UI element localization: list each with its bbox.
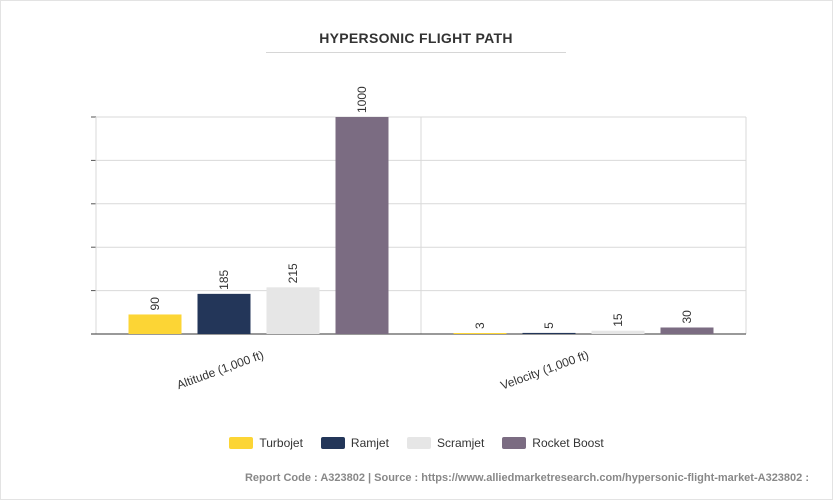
bar: [197, 293, 251, 334]
legend-swatch: [320, 437, 345, 449]
legend-item[interactable]: Turbojet: [229, 436, 303, 450]
legend-item[interactable]: Scramjet: [406, 436, 485, 450]
data-label: 30: [680, 310, 694, 324]
chart-legend: Turbojet Ramjet Scramjet Rocket Boost: [0, 436, 833, 450]
bar: [522, 332, 576, 334]
data-label: 1000: [355, 86, 369, 113]
data-label: 185: [217, 270, 231, 290]
legend-label: Scramjet: [436, 436, 485, 450]
legend-swatch: [229, 437, 254, 449]
bar: [335, 117, 389, 334]
bar: [266, 287, 320, 334]
bar: [453, 333, 507, 334]
bar-chart: 90 185 215 1000 Altitude (1,000 ft) 3 5 15 30 Vel…: [91, 86, 747, 393]
title-underline: [266, 52, 566, 53]
chart-title: HYPERSONIC FLIGHT PATH: [319, 30, 513, 46]
bar: [128, 314, 182, 334]
x-tick-label: Altitude (1,000 ft): [175, 348, 266, 392]
legend-label: Ramjet: [350, 436, 389, 450]
data-label: 3: [473, 322, 487, 329]
legend-label: Rocket Boost: [532, 436, 604, 450]
legend-swatch: [502, 437, 527, 449]
bar: [591, 330, 645, 334]
data-label: 90: [148, 297, 162, 311]
data-label: 215: [286, 263, 300, 283]
legend-item[interactable]: Ramjet: [320, 436, 389, 450]
x-tick-label: Velocity (1,000 ft): [499, 348, 591, 393]
bar: [660, 327, 714, 334]
data-label: 5: [542, 322, 556, 329]
legend-label: Turbojet: [259, 436, 303, 450]
legend-swatch: [406, 437, 431, 449]
legend-item[interactable]: Rocket Boost: [502, 436, 604, 450]
data-label: 15: [611, 313, 625, 327]
report-source-footer: Report Code : A323802 | Source : https:/…: [244, 472, 809, 484]
